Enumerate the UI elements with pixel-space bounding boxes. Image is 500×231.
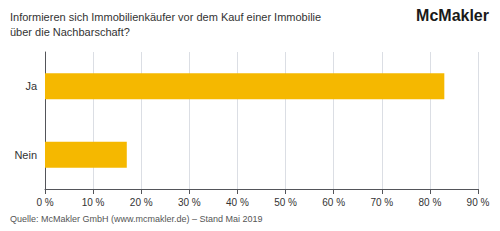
svg-text:Ja: Ja xyxy=(25,80,38,92)
svg-text:60 %: 60 % xyxy=(322,197,345,208)
svg-text:10 %: 10 % xyxy=(82,197,105,208)
svg-text:90 %: 90 % xyxy=(467,197,490,208)
svg-text:Informieren sich Immobilienkäu: Informieren sich Immobilienkäufer vor de… xyxy=(10,11,321,23)
svg-text:40 %: 40 % xyxy=(226,197,249,208)
svg-text:20 %: 20 % xyxy=(130,197,153,208)
svg-text:30 %: 30 % xyxy=(178,197,201,208)
svg-text:McMakler: McMakler xyxy=(416,7,489,24)
svg-text:50 %: 50 % xyxy=(274,197,297,208)
svg-text:80 %: 80 % xyxy=(418,197,441,208)
svg-text:0 %: 0 % xyxy=(36,197,53,208)
svg-text:über die Nachbarschaft?: über die Nachbarschaft? xyxy=(10,26,130,38)
svg-text:Quelle: McMakler GmbH (www.mcm: Quelle: McMakler GmbH (www.mcmakler.de) … xyxy=(10,214,263,224)
svg-text:Nein: Nein xyxy=(14,149,37,161)
svg-text:70 %: 70 % xyxy=(370,197,393,208)
